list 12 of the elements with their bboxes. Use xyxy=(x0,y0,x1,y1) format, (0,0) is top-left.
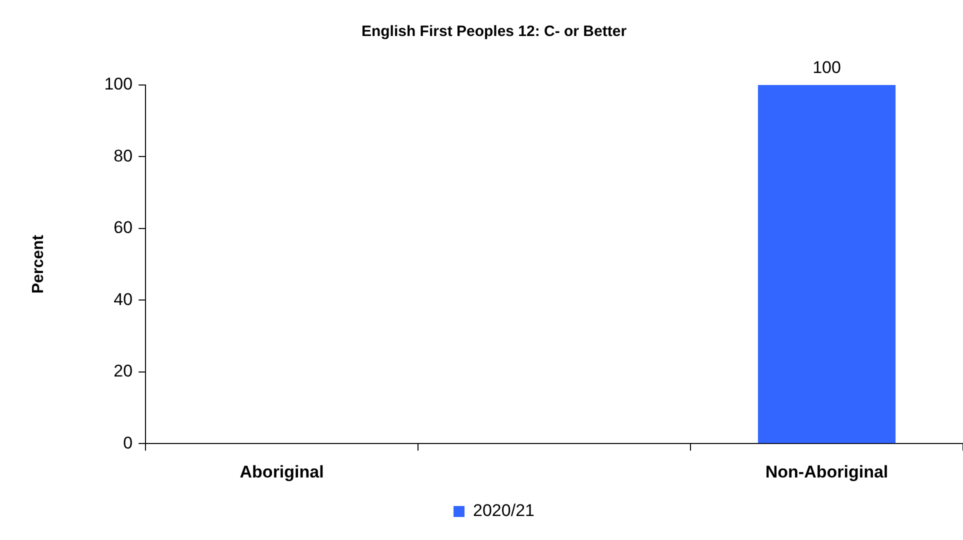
data-label: 100 xyxy=(812,58,841,78)
y-tick-label: 0 xyxy=(123,433,133,452)
y-tick-label: 100 xyxy=(104,74,133,94)
legend-label: 2020/21 xyxy=(473,501,534,520)
y-tick-label: 60 xyxy=(114,218,133,238)
x-tick-label: Non-Aboriginal xyxy=(765,462,888,482)
y-axis-title: Percent xyxy=(30,234,48,294)
x-tick-label: Aboriginal xyxy=(240,462,324,482)
y-tick-label: 80 xyxy=(114,146,133,166)
y-tick-label: 40 xyxy=(114,290,133,309)
chart-title: English First Peoples 12: C- or Better xyxy=(361,23,627,40)
y-tick-label: 20 xyxy=(114,362,133,381)
